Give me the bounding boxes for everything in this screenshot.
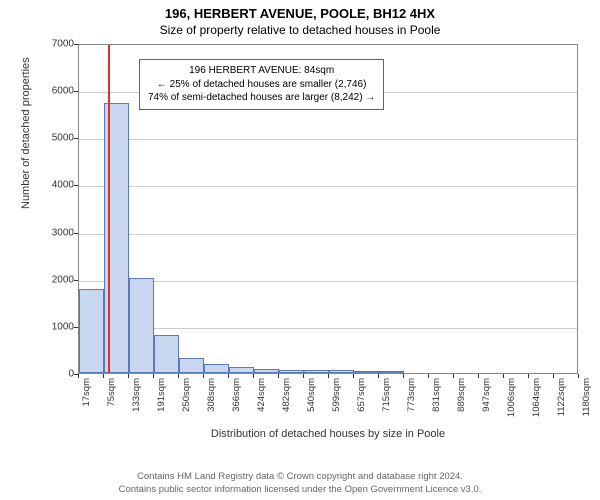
histogram-bar bbox=[254, 369, 279, 373]
gridline bbox=[79, 139, 577, 140]
y-tick-label: 1000 bbox=[38, 321, 74, 332]
x-tick-mark bbox=[503, 374, 504, 378]
x-tick-label: 831sqm bbox=[431, 378, 442, 412]
x-tick-label: 482sqm bbox=[281, 378, 292, 412]
page-title-address: 196, HERBERT AVENUE, POOLE, BH12 4HX bbox=[0, 0, 600, 21]
x-tick-mark bbox=[328, 374, 329, 378]
x-tick-mark bbox=[78, 374, 79, 378]
y-axis-label: Number of detached properties bbox=[20, 57, 32, 209]
annotation-line: 74% of semi-detached houses are larger (… bbox=[148, 91, 375, 105]
y-tick-label: 4000 bbox=[38, 180, 74, 191]
x-tick-mark bbox=[278, 374, 279, 378]
x-tick-mark bbox=[403, 374, 404, 378]
y-tick-mark bbox=[74, 44, 78, 45]
histogram-bar bbox=[154, 335, 179, 373]
y-tick-label: 5000 bbox=[38, 133, 74, 144]
x-tick-label: 366sqm bbox=[231, 378, 242, 412]
y-tick-mark bbox=[74, 280, 78, 281]
y-tick-label: 7000 bbox=[38, 39, 74, 50]
y-tick-label: 6000 bbox=[38, 86, 74, 97]
histogram-bar bbox=[304, 370, 329, 373]
x-tick-mark bbox=[253, 374, 254, 378]
x-tick-mark bbox=[203, 374, 204, 378]
x-tick-label: 1064sqm bbox=[531, 378, 542, 417]
gridline bbox=[79, 186, 577, 187]
x-tick-mark bbox=[103, 374, 104, 378]
x-tick-mark bbox=[553, 374, 554, 378]
histogram-bar bbox=[379, 371, 404, 373]
x-tick-mark bbox=[453, 374, 454, 378]
y-tick-mark bbox=[74, 327, 78, 328]
x-tick-label: 947sqm bbox=[481, 378, 492, 412]
x-tick-label: 133sqm bbox=[131, 378, 142, 412]
x-tick-label: 1006sqm bbox=[506, 378, 517, 417]
y-tick-mark bbox=[74, 185, 78, 186]
y-tick-label: 2000 bbox=[38, 274, 74, 285]
x-tick-label: 250sqm bbox=[181, 378, 192, 412]
x-tick-label: 889sqm bbox=[456, 378, 467, 412]
x-tick-label: 1180sqm bbox=[581, 378, 592, 416]
annotation-line: 196 HERBERT AVENUE: 84sqm bbox=[148, 64, 375, 78]
y-tick-label: 0 bbox=[38, 369, 74, 380]
x-tick-mark bbox=[128, 374, 129, 378]
x-tick-label: 540sqm bbox=[306, 378, 317, 412]
x-tick-label: 191sqm bbox=[156, 378, 167, 412]
gridline bbox=[79, 234, 577, 235]
histogram-bar bbox=[179, 358, 204, 373]
x-tick-mark bbox=[478, 374, 479, 378]
histogram-bar bbox=[129, 278, 154, 373]
histogram-bar bbox=[354, 371, 379, 373]
x-tick-label: 75sqm bbox=[106, 378, 117, 407]
x-tick-mark bbox=[428, 374, 429, 378]
plot-area: 196 HERBERT AVENUE: 84sqm← 25% of detach… bbox=[78, 44, 578, 374]
histogram-bar bbox=[229, 367, 254, 373]
x-tick-label: 424sqm bbox=[256, 378, 267, 412]
histogram-bar bbox=[279, 370, 304, 373]
y-tick-label: 3000 bbox=[38, 227, 74, 238]
y-tick-mark bbox=[74, 138, 78, 139]
y-tick-mark bbox=[74, 233, 78, 234]
property-marker-line bbox=[108, 45, 110, 373]
x-tick-label: 599sqm bbox=[331, 378, 342, 412]
x-tick-mark bbox=[528, 374, 529, 378]
footer-line1: Contains HM Land Registry data © Crown c… bbox=[0, 471, 600, 483]
x-tick-label: 308sqm bbox=[206, 378, 217, 412]
x-tick-mark bbox=[228, 374, 229, 378]
x-tick-mark bbox=[153, 374, 154, 378]
footer-attribution: Contains HM Land Registry data © Crown c… bbox=[0, 471, 600, 496]
x-tick-label: 17sqm bbox=[81, 378, 92, 407]
x-axis-label: Distribution of detached houses by size … bbox=[78, 428, 578, 440]
histogram-bar bbox=[204, 364, 229, 373]
histogram-chart: Number of detached properties 196 HERBER… bbox=[38, 44, 578, 414]
annotation-box: 196 HERBERT AVENUE: 84sqm← 25% of detach… bbox=[139, 59, 384, 110]
footer-line2: Contains public sector information licen… bbox=[0, 484, 600, 496]
histogram-bar bbox=[329, 370, 354, 373]
x-tick-mark bbox=[378, 374, 379, 378]
annotation-line: ← 25% of detached houses are smaller (2,… bbox=[148, 78, 375, 92]
x-tick-label: 773sqm bbox=[406, 378, 417, 412]
x-tick-mark bbox=[178, 374, 179, 378]
y-tick-mark bbox=[74, 91, 78, 92]
x-tick-label: 715sqm bbox=[381, 378, 392, 412]
histogram-bar bbox=[79, 289, 104, 373]
x-tick-mark bbox=[578, 374, 579, 378]
x-tick-label: 657sqm bbox=[356, 378, 367, 412]
page-title-sub: Size of property relative to detached ho… bbox=[0, 21, 600, 37]
x-tick-mark bbox=[303, 374, 304, 378]
x-tick-mark bbox=[353, 374, 354, 378]
x-tick-label: 1122sqm bbox=[556, 378, 567, 416]
